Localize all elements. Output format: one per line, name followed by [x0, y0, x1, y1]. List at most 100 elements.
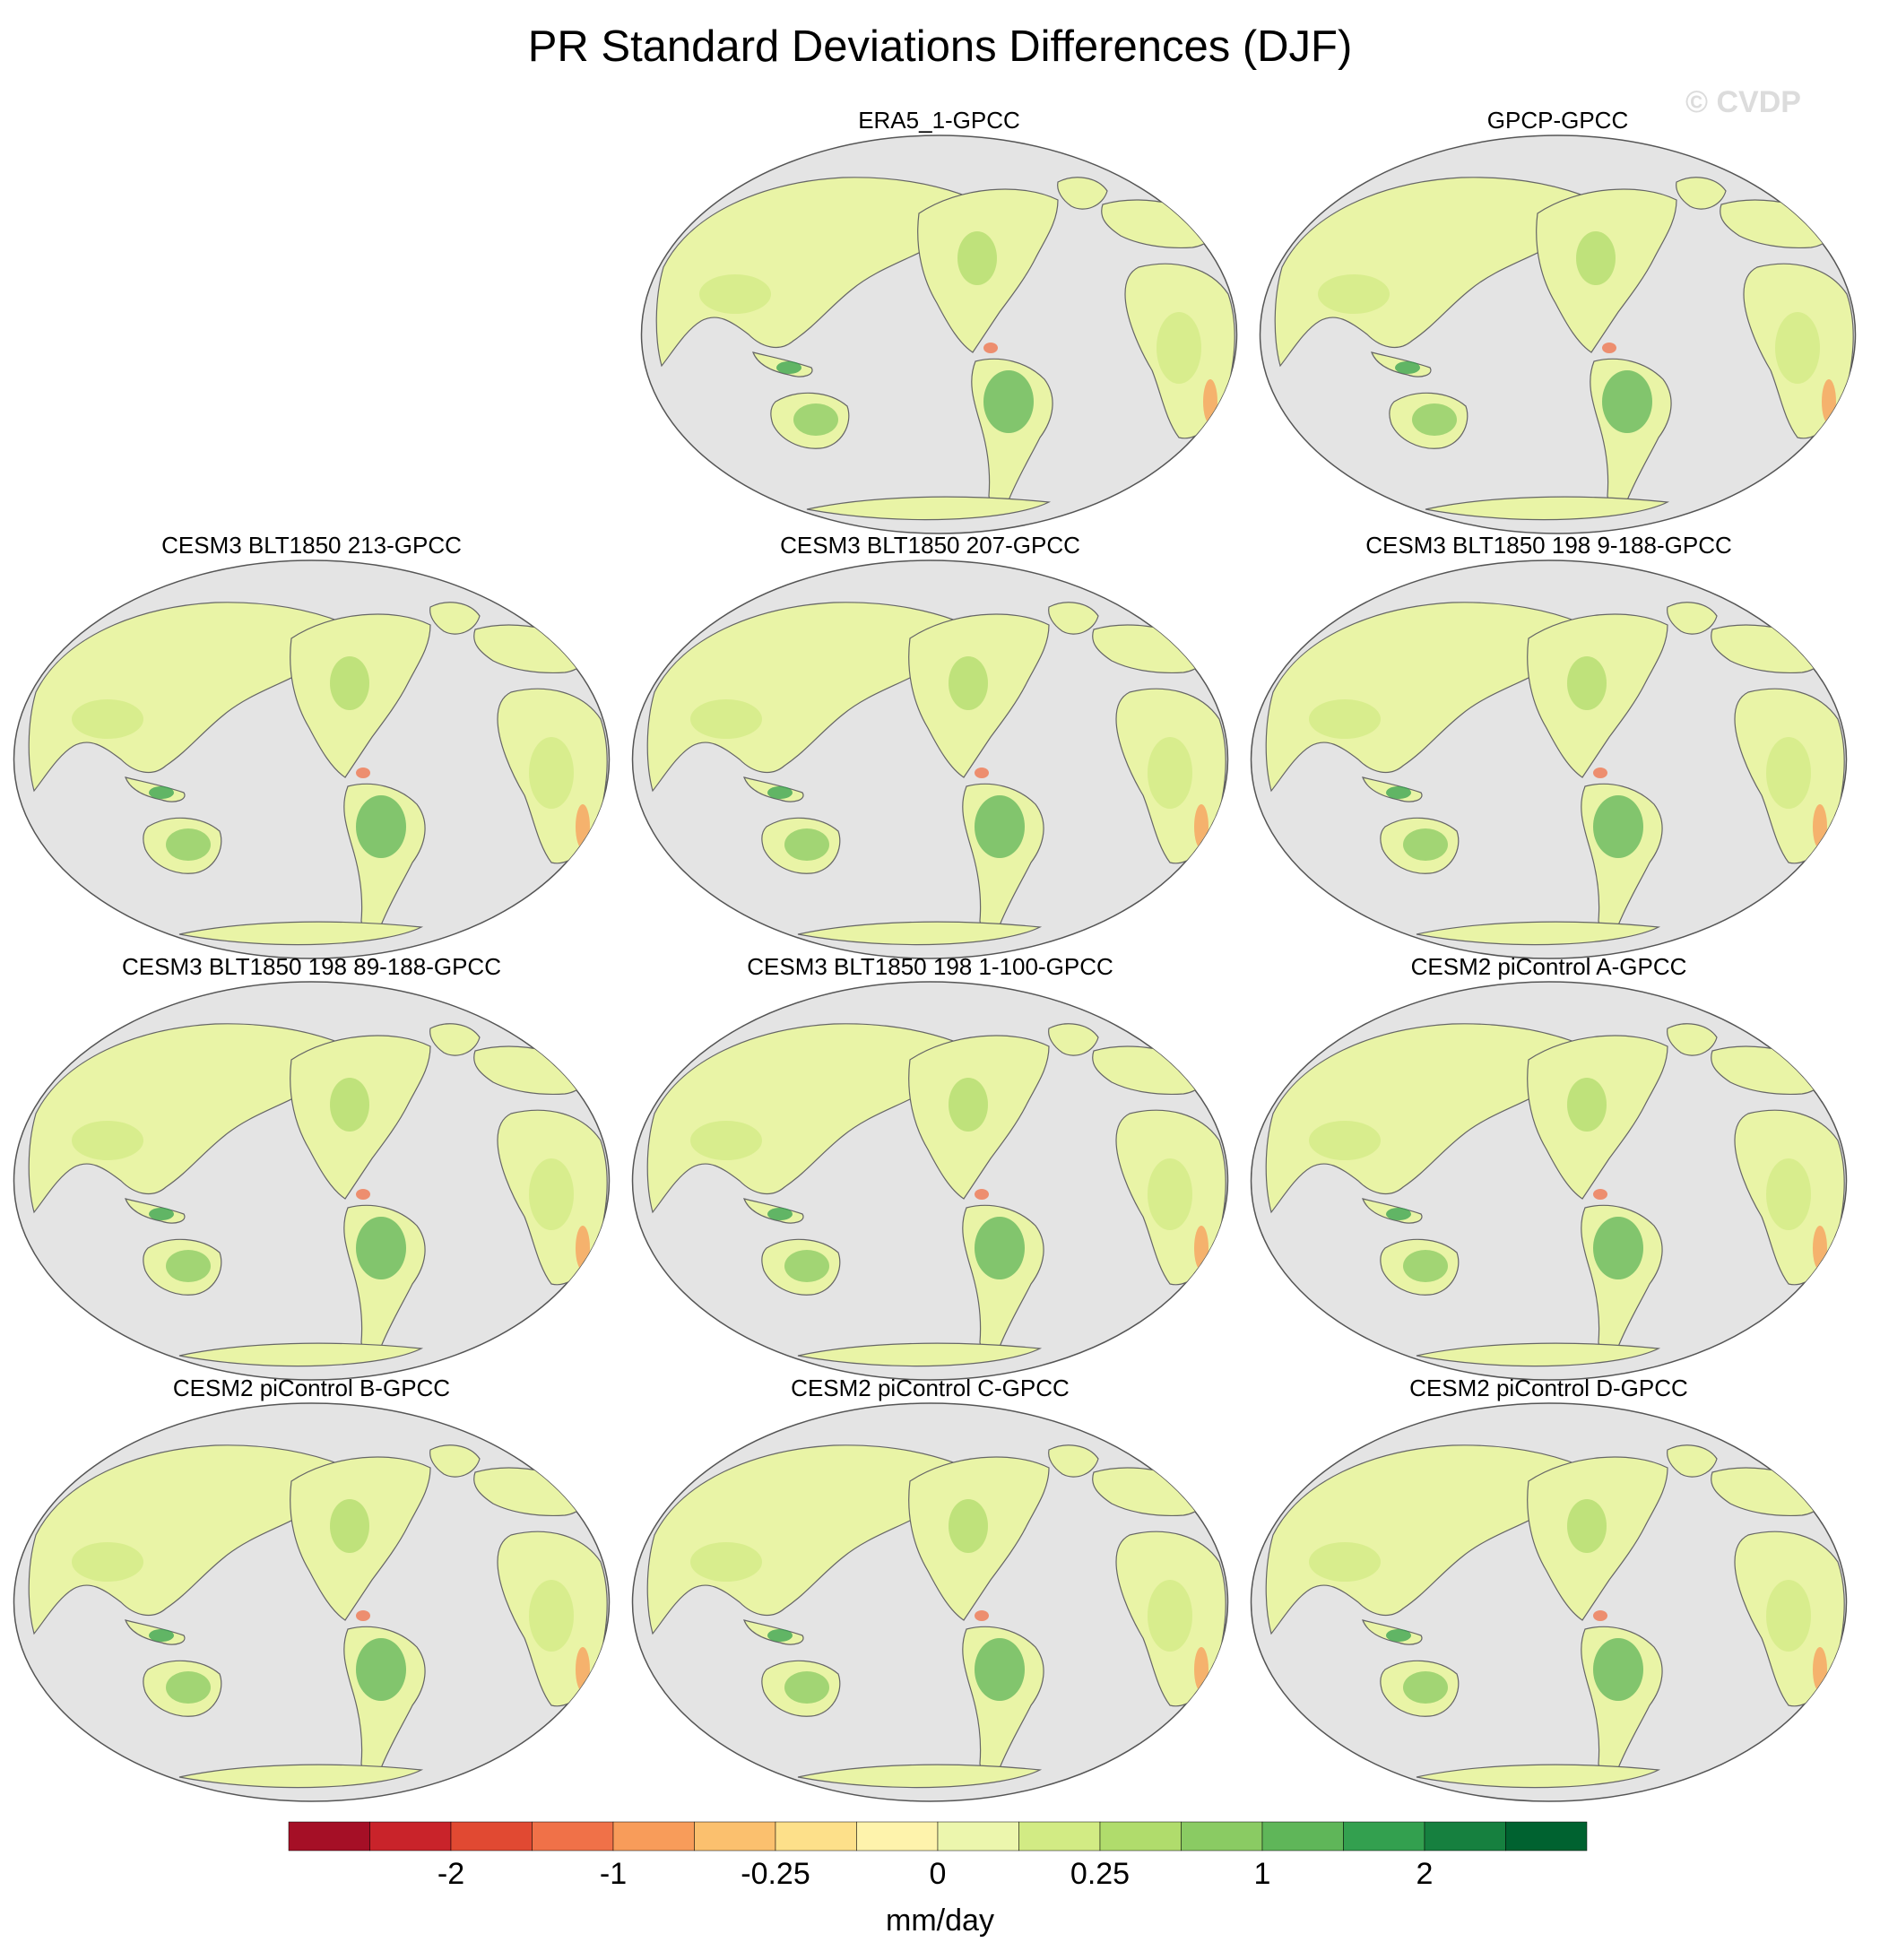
- anomaly-patch: [975, 1610, 989, 1621]
- anomaly-patch: [356, 1610, 370, 1621]
- anomaly-patch: [1309, 699, 1381, 739]
- landmass-antarctica: [1425, 496, 1670, 521]
- anomaly-patch: [690, 1542, 762, 1582]
- anomaly-patch: [1403, 828, 1448, 861]
- panel-title: CESM3 BLT1850 198 1-100-GPCC: [747, 953, 1113, 980]
- anomaly-patch: [983, 370, 1034, 433]
- map-panel: CESM3 BLT1850 207-GPCC: [628, 531, 1233, 961]
- anomaly-patch: [957, 231, 997, 285]
- anomaly-patch: [1766, 1158, 1811, 1230]
- landmass-greenland: [1667, 602, 1718, 635]
- anomaly-patch: [1593, 1189, 1607, 1200]
- anomaly-patch: [356, 1217, 406, 1279]
- world-map: [1250, 1402, 1848, 1802]
- landmass-greenland: [1048, 1023, 1099, 1056]
- colorbar-tick-label: 2: [1416, 1857, 1434, 1891]
- colorbar-tick-label: 0.25: [1070, 1857, 1131, 1891]
- anomaly-patch: [1567, 1078, 1607, 1132]
- anomaly-patch: [1576, 231, 1616, 285]
- world-map: [13, 1402, 611, 1802]
- colorbar-swatch: [612, 1821, 695, 1852]
- anomaly-patch: [1395, 361, 1420, 374]
- landmass-greenland: [1667, 1023, 1718, 1056]
- anomaly-patch: [149, 1629, 174, 1642]
- landmass-greenland: [1057, 177, 1108, 210]
- map-panel: CESM2 piControl B-GPCC: [9, 1374, 614, 1804]
- anomaly-patch: [1403, 1671, 1448, 1704]
- anomaly-patch: [1593, 795, 1643, 858]
- world-map: [640, 134, 1238, 534]
- landmass-eurasia: [655, 177, 1005, 368]
- colorbar-swatch: [856, 1821, 939, 1852]
- panel-title: CESM2 piControl D-GPCC: [1409, 1375, 1688, 1401]
- anomaly-patch: [529, 1158, 574, 1230]
- anomaly-patch: [72, 1121, 143, 1160]
- anomaly-patch: [330, 1078, 369, 1132]
- landmass-greenland: [1676, 177, 1727, 210]
- colorbar-tick-label: -1: [599, 1857, 628, 1891]
- colorbar-swatch: [1099, 1821, 1182, 1852]
- colorbar-swatch: [1505, 1821, 1588, 1852]
- landmass-greenland: [1667, 1444, 1718, 1478]
- landmass-eurasia: [28, 602, 377, 793]
- anomaly-patch: [1766, 1580, 1811, 1652]
- colorbar-swatch: [694, 1821, 776, 1852]
- colorbar-tick-label: -0.25: [741, 1857, 810, 1891]
- landmass-greenland: [429, 1023, 481, 1056]
- anomaly-patch: [767, 1629, 793, 1642]
- anomaly-patch: [330, 656, 369, 710]
- landmass-antarctica: [1416, 1342, 1661, 1367]
- anomaly-patch: [949, 1499, 988, 1553]
- anomaly-patch: [356, 768, 370, 778]
- colorbar-swatch: [1018, 1821, 1101, 1852]
- anomaly-patch: [1148, 1580, 1192, 1652]
- panel-title: CESM3 BLT1850 198 9-188-GPCC: [1365, 532, 1732, 559]
- anomaly-patch: [166, 1671, 211, 1704]
- anomaly-patch: [1593, 1638, 1643, 1701]
- anomaly-patch: [1602, 343, 1616, 353]
- panel-title: CESM2 piControl C-GPCC: [791, 1375, 1070, 1401]
- anomaly-patch: [1775, 312, 1820, 384]
- landmass-antarctica: [797, 1342, 1043, 1367]
- panel-title: CESM3 BLT1850 213-GPCC: [161, 532, 462, 559]
- anomaly-patch: [1318, 274, 1390, 314]
- map-panel: GPCP-GPCC: [1255, 106, 1860, 536]
- anomaly-patch: [166, 1250, 211, 1282]
- colorbar-tick-label: 1: [1253, 1857, 1271, 1891]
- anomaly-patch: [330, 1499, 369, 1553]
- anomaly-patch: [1309, 1542, 1381, 1582]
- landmass-antarctica: [178, 1764, 424, 1789]
- anomaly-patch: [1593, 1217, 1643, 1279]
- colorbar-swatch: [775, 1821, 857, 1852]
- panel-title: GPCP-GPCC: [1486, 107, 1629, 134]
- anomaly-patch: [1412, 403, 1457, 436]
- landmass-eurasia: [1265, 1444, 1615, 1635]
- colorbar-swatch: [1181, 1821, 1263, 1852]
- anomaly-patch: [1593, 768, 1607, 778]
- world-map: [13, 981, 611, 1381]
- figure-title: PR Standard Deviations Differences (DJF): [527, 22, 1353, 71]
- colorbar-swatch: [450, 1821, 533, 1852]
- anomaly-patch: [1309, 1121, 1381, 1160]
- colorbar-swatch: [1424, 1821, 1506, 1852]
- landmass-eurasia: [646, 1023, 996, 1214]
- world-map: [631, 559, 1229, 959]
- anomaly-patch: [699, 274, 771, 314]
- anomaly-patch: [529, 1580, 574, 1652]
- landmass-eurasia: [28, 1023, 377, 1214]
- landmass-greenland: [1048, 1444, 1099, 1478]
- world-map: [631, 1402, 1229, 1802]
- anomaly-patch: [356, 1638, 406, 1701]
- anomaly-patch: [949, 1078, 988, 1132]
- world-map: [1250, 981, 1848, 1381]
- anomaly-patch: [356, 795, 406, 858]
- colorbar-tick-label: -2: [437, 1857, 465, 1891]
- colorbar-swatch: [288, 1821, 370, 1852]
- anomaly-patch: [975, 795, 1025, 858]
- panel-title: CESM2 piControl A-GPCC: [1410, 953, 1687, 980]
- panel-title: CESM3 BLT1850 198 89-188-GPCC: [122, 953, 501, 980]
- landmass-eurasia: [1274, 177, 1624, 368]
- landmass-antarctica: [178, 921, 424, 946]
- landmass-antarctica: [178, 1342, 424, 1367]
